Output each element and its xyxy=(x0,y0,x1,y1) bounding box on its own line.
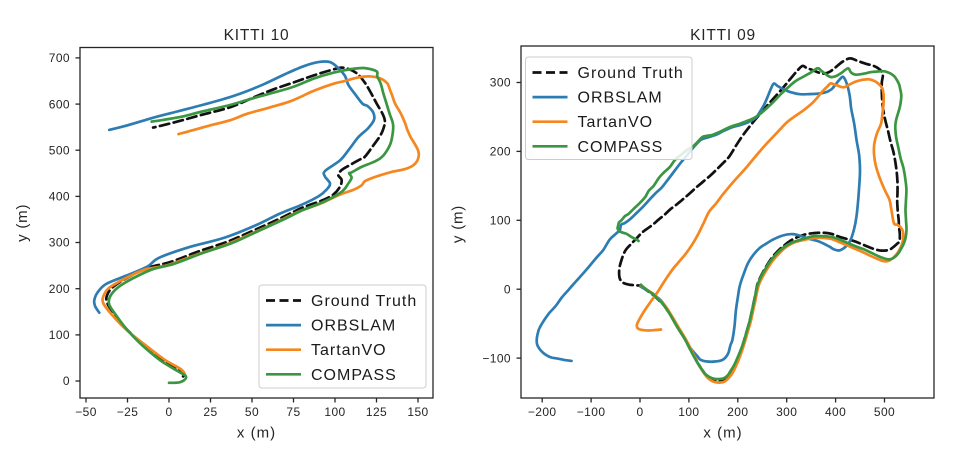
svg-text:400: 400 xyxy=(49,190,70,204)
svg-text:200: 200 xyxy=(727,405,748,419)
svg-text:200: 200 xyxy=(490,145,511,159)
svg-text:300: 300 xyxy=(776,405,797,419)
svg-text:−200: −200 xyxy=(528,405,557,419)
svg-text:x (m): x (m) xyxy=(703,425,742,442)
svg-text:50: 50 xyxy=(245,405,259,419)
svg-text:500: 500 xyxy=(49,143,70,157)
svg-text:0: 0 xyxy=(636,405,643,419)
svg-text:KITTI 09: KITTI 09 xyxy=(690,27,756,44)
svg-text:x (m): x (m) xyxy=(237,425,276,442)
svg-text:200: 200 xyxy=(49,282,70,296)
svg-text:25: 25 xyxy=(203,405,217,419)
svg-text:TartanVO: TartanVO xyxy=(311,342,387,359)
svg-text:0: 0 xyxy=(63,374,70,388)
svg-text:ORBSLAM: ORBSLAM xyxy=(311,318,396,335)
svg-text:100: 100 xyxy=(490,214,511,228)
svg-text:ORBSLAM: ORBSLAM xyxy=(578,90,663,107)
svg-text:COMPASS: COMPASS xyxy=(311,367,397,384)
svg-text:y (m): y (m) xyxy=(14,204,31,242)
svg-text:700: 700 xyxy=(49,51,70,65)
svg-text:−100: −100 xyxy=(577,405,606,419)
svg-text:Ground Truth: Ground Truth xyxy=(311,293,417,310)
svg-text:100: 100 xyxy=(678,405,699,419)
svg-text:400: 400 xyxy=(825,405,846,419)
svg-text:100: 100 xyxy=(49,328,70,342)
svg-text:600: 600 xyxy=(49,97,70,111)
svg-text:150: 150 xyxy=(407,405,428,419)
svg-text:75: 75 xyxy=(286,405,300,419)
svg-text:KITTI 10: KITTI 10 xyxy=(224,27,290,44)
svg-text:−50: −50 xyxy=(75,405,97,419)
svg-text:TartanVO: TartanVO xyxy=(578,114,654,131)
svg-text:−100: −100 xyxy=(482,351,511,365)
svg-text:300: 300 xyxy=(490,76,511,90)
svg-text:0: 0 xyxy=(165,405,172,419)
svg-text:125: 125 xyxy=(366,405,387,419)
svg-text:500: 500 xyxy=(874,405,895,419)
svg-text:0: 0 xyxy=(504,282,511,296)
svg-text:300: 300 xyxy=(49,236,70,250)
svg-text:Ground Truth: Ground Truth xyxy=(578,65,684,82)
svg-text:COMPASS: COMPASS xyxy=(578,139,664,156)
svg-text:−25: −25 xyxy=(117,405,139,419)
svg-text:100: 100 xyxy=(324,405,345,419)
svg-text:y (m): y (m) xyxy=(450,205,467,243)
